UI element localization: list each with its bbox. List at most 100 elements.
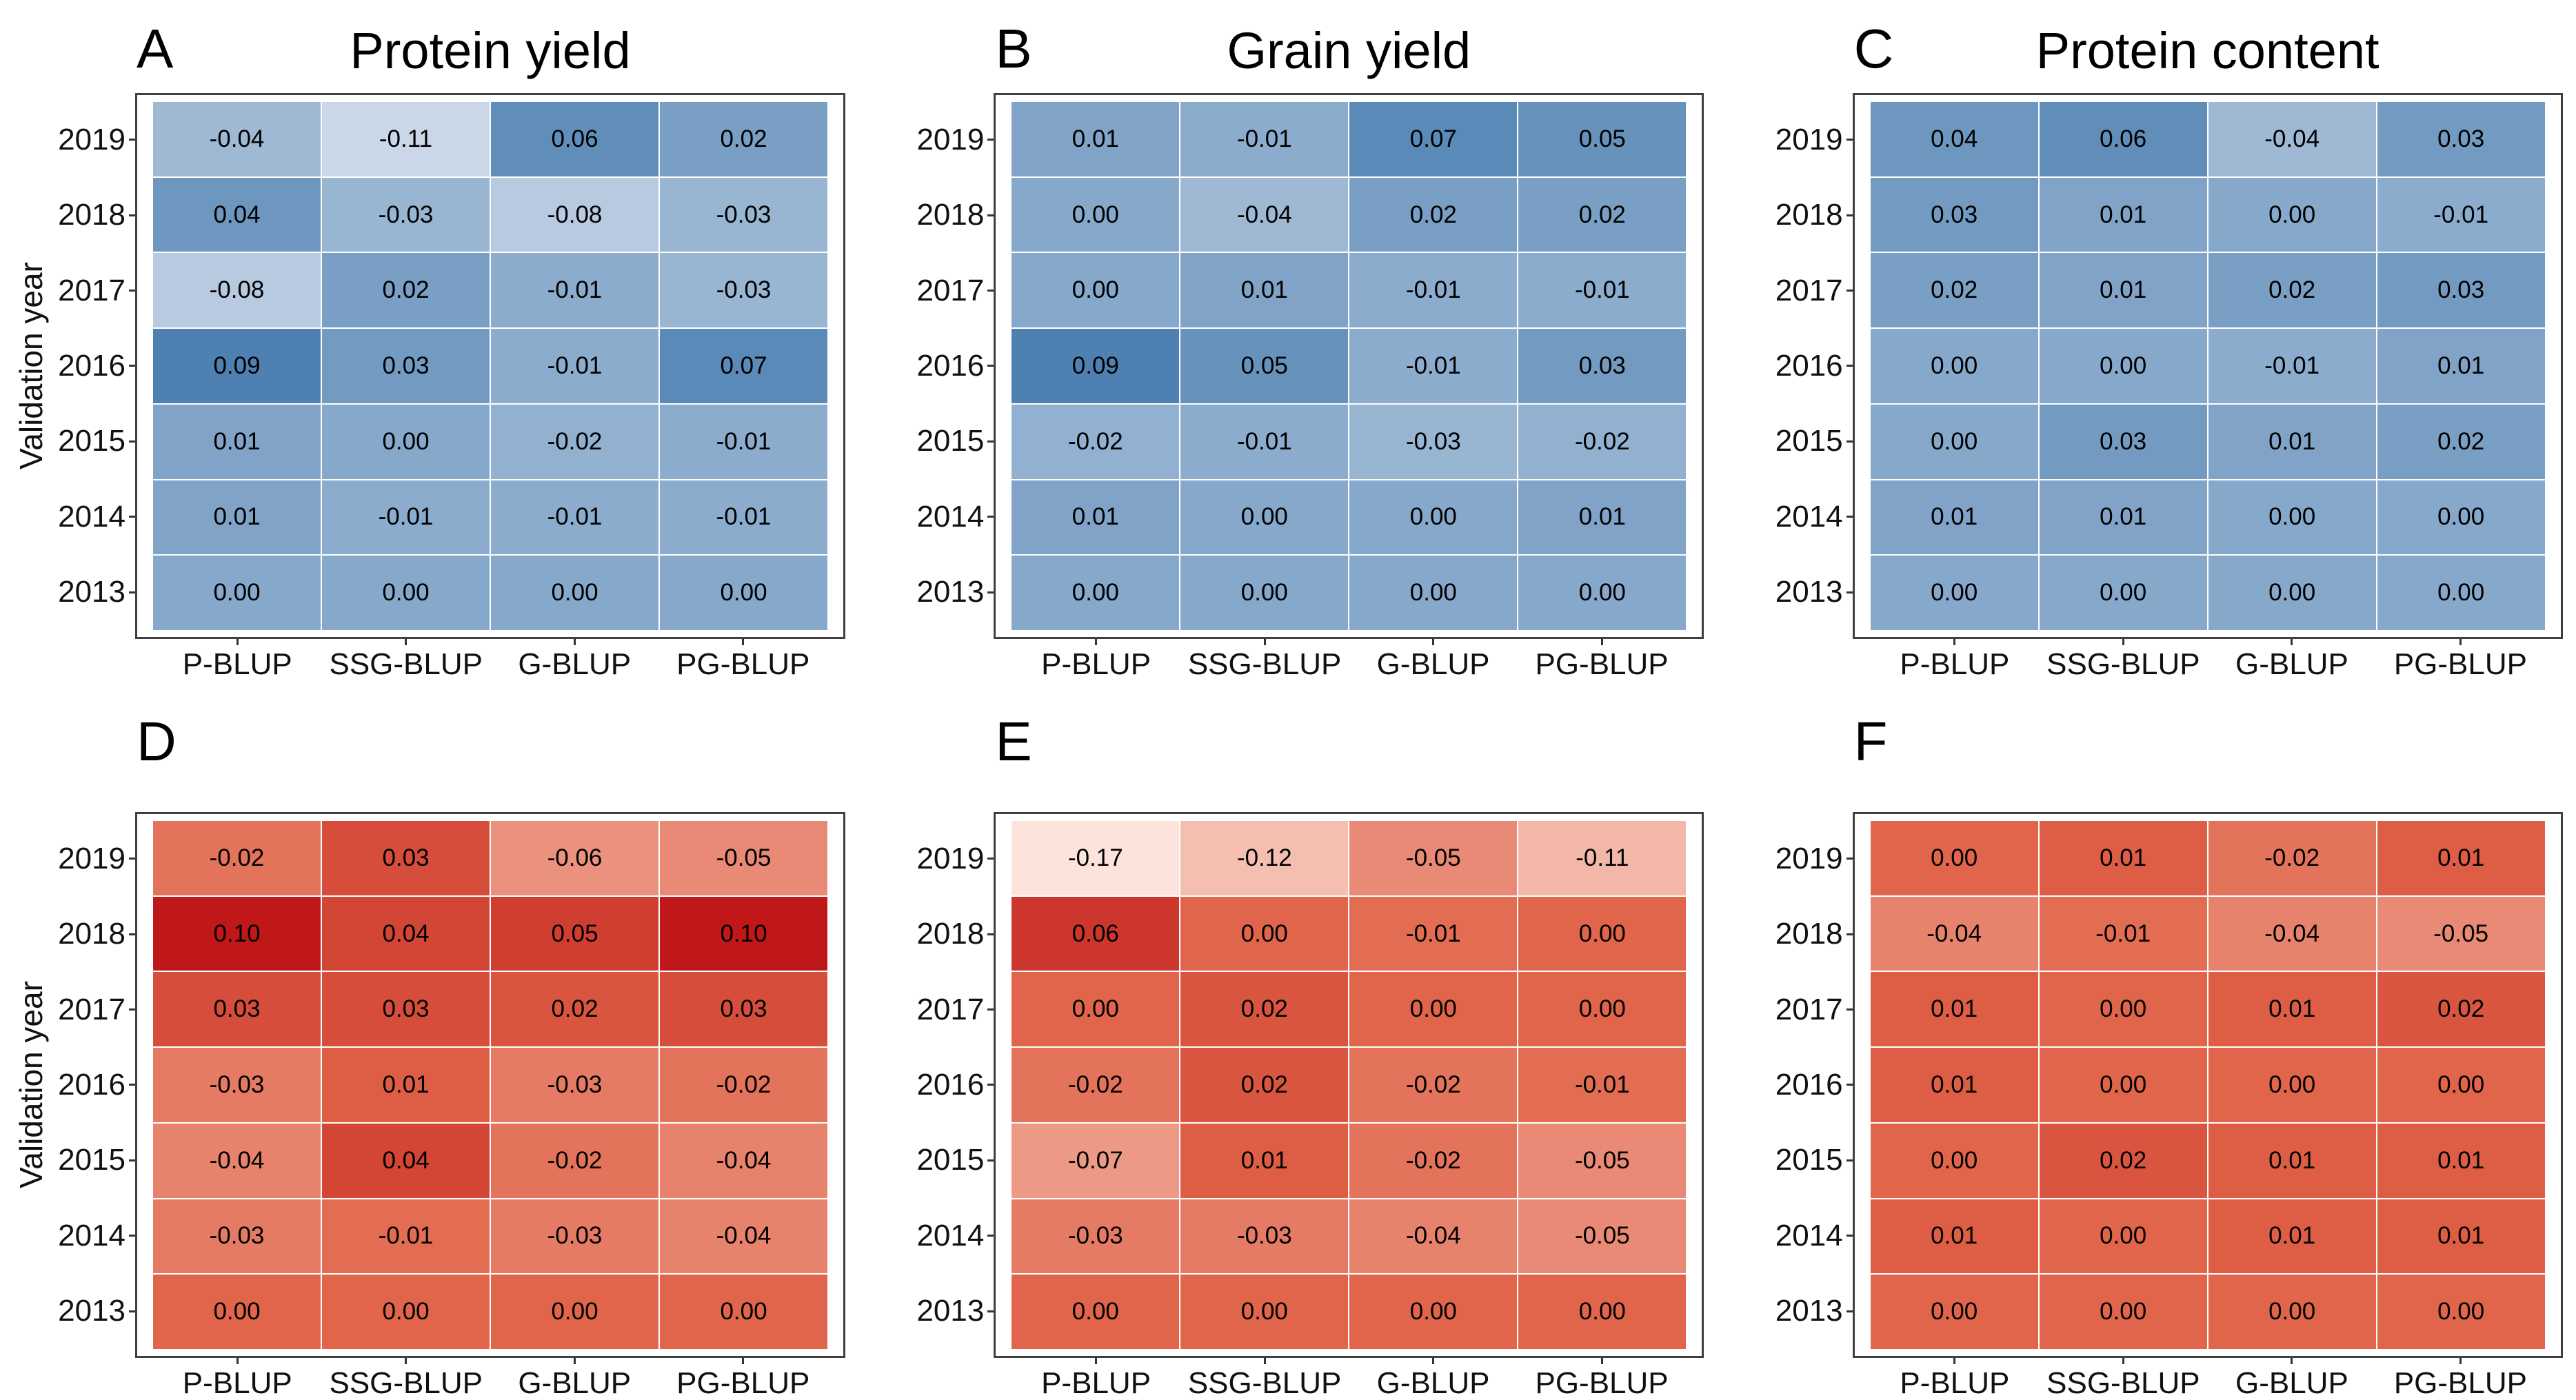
y-tick-mark xyxy=(1846,1310,1853,1312)
heatmap-cell: 0.02 xyxy=(1180,1048,1349,1122)
x-tick-label: PG-BLUP xyxy=(2376,1358,2545,1399)
y-tick-label: 2019 xyxy=(1718,102,1853,177)
year-label: 2014 xyxy=(916,499,985,534)
year-label: 2015 xyxy=(58,1143,125,1177)
heatmap-cell: 0.00 xyxy=(1349,556,1518,630)
heatmap-cell: -0.11 xyxy=(1518,821,1687,895)
heatmap-cell: 0.00 xyxy=(660,556,827,630)
x-tick-label: G-BLUP xyxy=(1349,639,1518,691)
year-label: 2013 xyxy=(58,575,125,609)
heatmap-cell: -0.01 xyxy=(1518,1048,1687,1122)
y-tick-mark xyxy=(987,591,994,594)
y-tick-label: 2019 xyxy=(858,102,994,177)
heatmap-cell: 0.00 xyxy=(153,556,321,630)
heatmap-cell: -0.02 xyxy=(660,1048,827,1122)
heatmap-cell: 0.05 xyxy=(1518,102,1687,176)
heatmap-panel-E: E 2019 2018 2017 2016 2015 2014 2013 -0.17 -0.1… xyxy=(858,691,1717,1399)
method-label: G-BLUP xyxy=(2235,1366,2348,1400)
x-tick-mark xyxy=(1600,1358,1603,1364)
heatmap-cell: 0.03 xyxy=(153,972,321,1047)
heatmap-cell: 0.07 xyxy=(1349,102,1518,176)
year-label: 2019 xyxy=(58,841,125,875)
heatmap-cell: 0.05 xyxy=(1180,329,1349,403)
heatmap-cell: 0.00 xyxy=(1012,556,1180,630)
heatmap-cell: 0.02 xyxy=(2377,404,2545,479)
x-tick-label: G-BLUP xyxy=(2208,639,2377,691)
x-tick-mark xyxy=(1432,1358,1435,1364)
heatmap-cell: 0.00 xyxy=(491,556,658,630)
y-tick-label: 2018 xyxy=(1718,177,1853,252)
heatmap-cell: 0.00 xyxy=(1518,1275,1687,1349)
x-axis: P-BLUP SSG-BLUP G-BLUP PG-BLUP xyxy=(994,1358,1704,1399)
y-tick-mark xyxy=(987,1084,994,1086)
heatmap-cell: 0.03 xyxy=(1518,329,1687,403)
heatmap-cell: 0.00 xyxy=(1012,972,1180,1047)
y-tick-label: 2013 xyxy=(858,1274,994,1349)
heatmap-cell: 0.00 xyxy=(2377,1275,2545,1349)
method-label: SSG-BLUP xyxy=(2046,647,2200,681)
heatmap-cell: 0.00 xyxy=(1180,480,1349,555)
x-tick-label: PG-BLUP xyxy=(1518,1358,1687,1399)
heatmap-cell: -0.01 xyxy=(491,480,658,555)
x-tick-mark xyxy=(573,639,576,645)
heatmap-cell: 0.00 xyxy=(1012,1275,1180,1349)
panel-title: Grain yield xyxy=(1227,22,1471,79)
y-tick-mark xyxy=(987,214,994,216)
heatmap-cell: 0.00 xyxy=(2208,1048,2376,1122)
heatmap-cell: -0.01 xyxy=(491,253,658,328)
x-tick-mark xyxy=(1432,639,1435,645)
method-label: PG-BLUP xyxy=(2393,1366,2527,1400)
heatmap-cell: 0.01 xyxy=(1180,1123,1349,1198)
heatmap-cell: -0.17 xyxy=(1012,821,1180,895)
heatmap-cell: 0.10 xyxy=(660,896,827,971)
x-tick-label: P-BLUP xyxy=(153,639,322,691)
heatmap-cell: -0.04 xyxy=(1870,896,2038,971)
panel-letter: D xyxy=(137,711,177,772)
heatmap-cell: -0.02 xyxy=(1518,404,1687,479)
heatmap-cell: 0.03 xyxy=(2377,253,2545,328)
y-tick-mark xyxy=(1846,591,1853,594)
heatmap-cell: 0.01 xyxy=(153,404,321,479)
method-label: P-BLUP xyxy=(1900,647,2010,681)
year-label: 2013 xyxy=(58,1294,125,1328)
heatmap-cell: 0.02 xyxy=(2208,253,2376,328)
x-tick-mark xyxy=(2291,639,2293,645)
heatmap-cell: 0.03 xyxy=(322,972,490,1047)
x-tick-mark xyxy=(2459,1358,2462,1364)
heatmap-cell: 0.02 xyxy=(2039,1123,2207,1198)
heatmap-cell: -0.04 xyxy=(1349,1199,1518,1274)
heatmap-cell: 0.02 xyxy=(1180,972,1349,1047)
heatmap-cell: 0.04 xyxy=(153,177,321,252)
heatmap-cell: 0.00 xyxy=(2208,556,2376,630)
y-tick-mark xyxy=(129,214,135,216)
y-tick-label: 2019 xyxy=(858,821,994,896)
x-tick-mark xyxy=(573,1358,576,1364)
panel-letter: B xyxy=(995,18,1033,79)
heatmap-cell: -0.05 xyxy=(1349,821,1518,895)
heatmap-cell: 0.00 xyxy=(1349,480,1518,555)
heatmap-tiles: 0.00 0.01 -0.02 0.01 -0.04 -0.01 -0.04 -0.05 0.0… xyxy=(1870,821,2545,1349)
year-label: 2016 xyxy=(1775,1067,1843,1102)
year-label: 2019 xyxy=(58,122,125,156)
heatmap-cell: 0.01 xyxy=(1870,1199,2038,1274)
heatmap-cell: -0.03 xyxy=(1180,1199,1349,1274)
year-label: 2015 xyxy=(1775,424,1843,458)
heatmap-cell: 0.01 xyxy=(1870,1048,2038,1122)
y-tick-label: 2014 xyxy=(1718,1198,1853,1273)
year-label: 2018 xyxy=(58,917,125,951)
heatmap-cell: 0.00 xyxy=(2039,1275,2207,1349)
heatmap-cell: 0.02 xyxy=(322,253,490,328)
heatmap-cell: 0.00 xyxy=(1349,972,1518,1047)
y-tick-label: 2014 xyxy=(0,1198,135,1273)
heatmap-cell: 0.01 xyxy=(2377,821,2545,895)
heatmap-cell: -0.11 xyxy=(322,102,490,176)
heatmap-cell: 0.00 xyxy=(1180,556,1349,630)
heatmap-cell: 0.00 xyxy=(1518,972,1687,1047)
heatmap-cell: -0.01 xyxy=(1180,102,1349,176)
y-tick-mark xyxy=(129,440,135,443)
x-tick-label: G-BLUP xyxy=(2208,1358,2377,1399)
x-tick-label: PG-BLUP xyxy=(659,1358,828,1399)
heatmap-cell: 0.01 xyxy=(2208,972,2376,1047)
y-tick-label: 2014 xyxy=(858,479,994,554)
x-tick-mark xyxy=(742,639,745,645)
